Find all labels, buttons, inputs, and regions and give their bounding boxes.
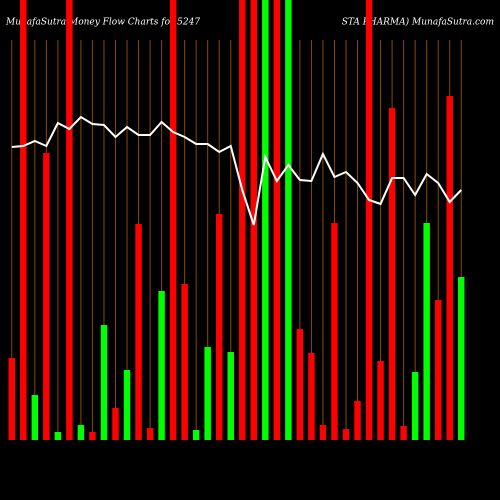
bar bbox=[100, 325, 108, 440]
bar bbox=[169, 0, 177, 440]
bar bbox=[227, 352, 234, 440]
bar bbox=[331, 223, 338, 440]
bar bbox=[388, 108, 396, 440]
bar bbox=[308, 353, 315, 440]
bar bbox=[239, 0, 246, 440]
bar bbox=[285, 0, 292, 440]
bar bbox=[446, 96, 453, 440]
bar bbox=[400, 426, 407, 440]
bar bbox=[77, 425, 85, 440]
bar bbox=[20, 0, 27, 440]
bar bbox=[66, 0, 73, 440]
bar bbox=[411, 372, 419, 440]
bar bbox=[43, 153, 50, 440]
chart-title: MunafaSutra Money Flow Charts for 5247 bbox=[5, 18, 200, 28]
bar bbox=[123, 370, 131, 440]
bar bbox=[89, 432, 96, 440]
bar bbox=[215, 214, 223, 440]
bar bbox=[8, 358, 15, 440]
bar bbox=[112, 408, 119, 440]
bar bbox=[146, 428, 154, 440]
money-flow-line bbox=[11, 115, 462, 226]
bar bbox=[262, 0, 269, 440]
bar bbox=[423, 223, 430, 440]
bar bbox=[273, 0, 281, 440]
bar bbox=[342, 429, 350, 440]
bar bbox=[135, 224, 142, 440]
bar bbox=[434, 300, 442, 440]
bar bbox=[181, 284, 188, 440]
chart-subtitle: STA PHARMA) MunafaSutra.com bbox=[342, 17, 494, 28]
bar bbox=[458, 277, 465, 440]
bar bbox=[158, 291, 165, 440]
bar bbox=[354, 401, 361, 440]
bar bbox=[204, 347, 211, 440]
bar bbox=[365, 0, 373, 440]
bar bbox=[296, 329, 304, 440]
bar bbox=[31, 395, 39, 440]
bar bbox=[377, 361, 384, 440]
bar bbox=[54, 432, 62, 440]
bar bbox=[192, 430, 200, 440]
bar bbox=[319, 425, 327, 440]
